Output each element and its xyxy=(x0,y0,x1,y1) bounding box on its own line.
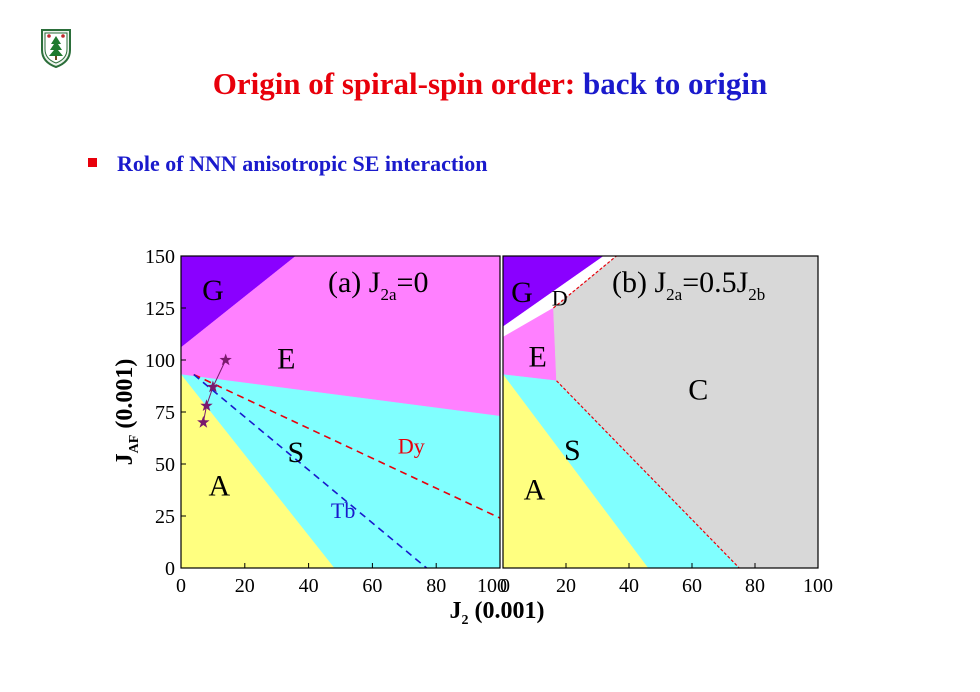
x-axis-label-part: (0.001) xyxy=(469,598,545,624)
slide-title: Origin of spiral-spin order: back to ori… xyxy=(0,66,980,102)
y-tick-label: 25 xyxy=(155,506,175,528)
region-A xyxy=(181,374,335,568)
panel-label-subscript: 2a xyxy=(666,285,683,304)
x-axis-label-subscript: 2 xyxy=(462,613,469,628)
region-label-A: A xyxy=(524,473,546,506)
x-tick-label: 80 xyxy=(745,575,765,597)
phase-boundary-line xyxy=(556,380,740,568)
region-label-G: G xyxy=(202,274,224,307)
region-label-G: G xyxy=(511,276,533,309)
panel-label: (a) J2a=0 xyxy=(328,266,428,304)
star-marker xyxy=(206,380,220,393)
region-label-S: S xyxy=(564,434,581,467)
bullet-square-icon xyxy=(88,158,97,168)
star-marker xyxy=(200,399,213,411)
panel-label-part: =0 xyxy=(397,266,429,299)
slide-title-blue: back to origin xyxy=(582,66,768,101)
region-label-D: D xyxy=(552,285,568,310)
panel-label-part: (b) J xyxy=(612,266,666,299)
panel-label-part: =0.5J xyxy=(682,266,748,299)
bullet-text: Role of NNN anisotropic SE interaction xyxy=(117,151,488,176)
y-tick-label: 150 xyxy=(145,246,175,268)
region-E xyxy=(181,256,500,417)
university-crest-logo xyxy=(41,29,71,68)
x-axis-label: J2 (0.001) xyxy=(450,598,545,628)
line-label-Tb: Tb xyxy=(331,498,355,523)
y-axis-label-part: J xyxy=(112,453,138,465)
slide-title-red: Origin of spiral-spin order: xyxy=(212,66,576,101)
x-tick-label: 100 xyxy=(477,575,507,597)
panel-frame xyxy=(502,255,819,569)
x-axis-label-part: J xyxy=(450,598,462,624)
x-tick-label: 80 xyxy=(426,575,446,597)
panel-label: (b) J2a=0.5J2b xyxy=(612,266,765,304)
x-tick-label: 60 xyxy=(362,575,382,597)
y-tick-label: 0 xyxy=(165,558,175,580)
marker-connect-line xyxy=(202,359,227,423)
y-tick-label: 125 xyxy=(145,298,175,320)
y-axis-label-part: (0.001) xyxy=(112,359,138,435)
panel-b: G D E C SA (b) J2a=0.5J2b 0 20 40 60 80 100 xyxy=(500,255,833,597)
y-tick-label: 50 xyxy=(155,454,175,476)
region-label-E: E xyxy=(277,342,295,375)
region-label-E: E xyxy=(528,340,546,373)
y-tick-label: 75 xyxy=(155,402,175,424)
region-A xyxy=(503,374,649,568)
line-label-Dy: Dy xyxy=(398,434,425,459)
y-axis-label-subscript: AF xyxy=(127,435,142,454)
phase-boundary-line xyxy=(553,256,617,309)
x-tick-label: 40 xyxy=(619,575,639,597)
line-Dy xyxy=(193,373,500,519)
panel-label-subscript: 2a xyxy=(380,285,397,304)
x-tick-label: 60 xyxy=(682,575,702,597)
x-tick-label: 0 xyxy=(500,575,510,597)
x-tick-label: 40 xyxy=(299,575,319,597)
plot-area xyxy=(181,256,500,568)
region-label-A: A xyxy=(208,469,230,502)
panel-label-subscript: 2b xyxy=(748,285,765,304)
x-tick-label: 100 xyxy=(803,575,833,597)
region-label-C: C xyxy=(688,374,708,407)
x-tick-label: 0 xyxy=(176,575,186,597)
bullet-item: Role of NNN anisotropic SE interaction xyxy=(88,151,488,177)
x-tick-label: 20 xyxy=(556,575,576,597)
panel-label-part: (a) J xyxy=(328,266,381,299)
line-Tb xyxy=(193,373,428,568)
region-label-S: S xyxy=(287,436,304,469)
star-marker xyxy=(197,415,210,428)
y-tick-label: 100 xyxy=(145,350,175,372)
plot-area xyxy=(503,256,818,568)
star-marker xyxy=(219,353,232,366)
y-axis-label: JAF (0.001) xyxy=(112,359,142,466)
x-tick-label: 20 xyxy=(235,575,255,597)
